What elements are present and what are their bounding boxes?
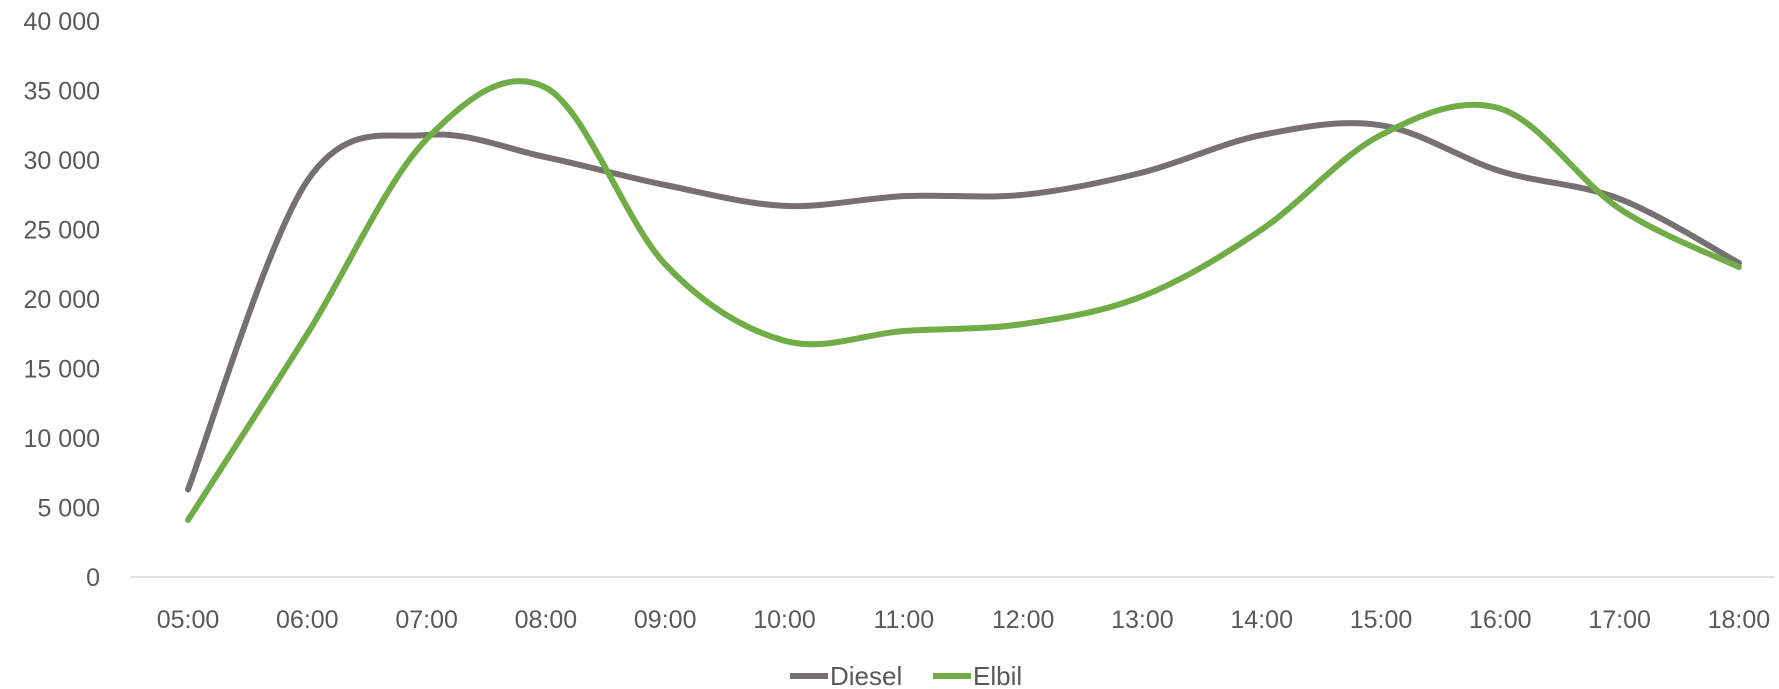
legend: Diesel Elbil — [790, 661, 1022, 689]
x-tick-label: 18:00 — [1708, 606, 1771, 634]
x-tick-label: 15:00 — [1350, 606, 1413, 634]
y-tick-label: 10 000 — [24, 425, 100, 453]
x-tick-label: 17:00 — [1588, 606, 1651, 634]
x-tick-label: 16:00 — [1469, 606, 1532, 634]
x-tick-label: 11:00 — [873, 606, 934, 634]
x-tick-label: 14:00 — [1230, 606, 1293, 634]
series-line-elbil — [185, 78, 1742, 524]
x-tick-label: 12:00 — [992, 606, 1055, 634]
y-tick-label: 25 000 — [24, 217, 100, 245]
x-tick-label: 07:00 — [395, 606, 458, 634]
x-tick-label: 06:00 — [276, 606, 339, 634]
y-tick-label: 15 000 — [24, 356, 100, 384]
x-tick-label: 13:00 — [1111, 606, 1174, 634]
x-axis-tick-labels: 05:00 06:00 07:00 08:00 09:00 10:00 11:00 12:00… — [157, 606, 1770, 634]
y-tick-label: 35 000 — [24, 78, 100, 106]
x-tick-label: 10:00 — [753, 606, 816, 634]
legend-label-diesel: Diesel — [830, 661, 902, 689]
legend-label-elbil: Elbil — [973, 661, 1022, 689]
y-axis-tick-labels: 0 5 000 10 000 15 000 20 000 25 000 30 000 35 0… — [24, 8, 100, 592]
x-tick-label: 08:00 — [515, 606, 578, 634]
x-tick-label: 05:00 — [157, 606, 220, 634]
x-tick-label: 09:00 — [634, 606, 697, 634]
y-tick-label: 5 000 — [37, 495, 100, 523]
y-tick-label: 30 000 — [24, 147, 100, 175]
y-tick-label: 20 000 — [24, 286, 100, 314]
y-tick-label: 40 000 — [24, 8, 100, 36]
series-line-diesel — [185, 120, 1742, 493]
y-tick-label: 0 — [86, 564, 100, 592]
series-lines — [185, 78, 1742, 524]
